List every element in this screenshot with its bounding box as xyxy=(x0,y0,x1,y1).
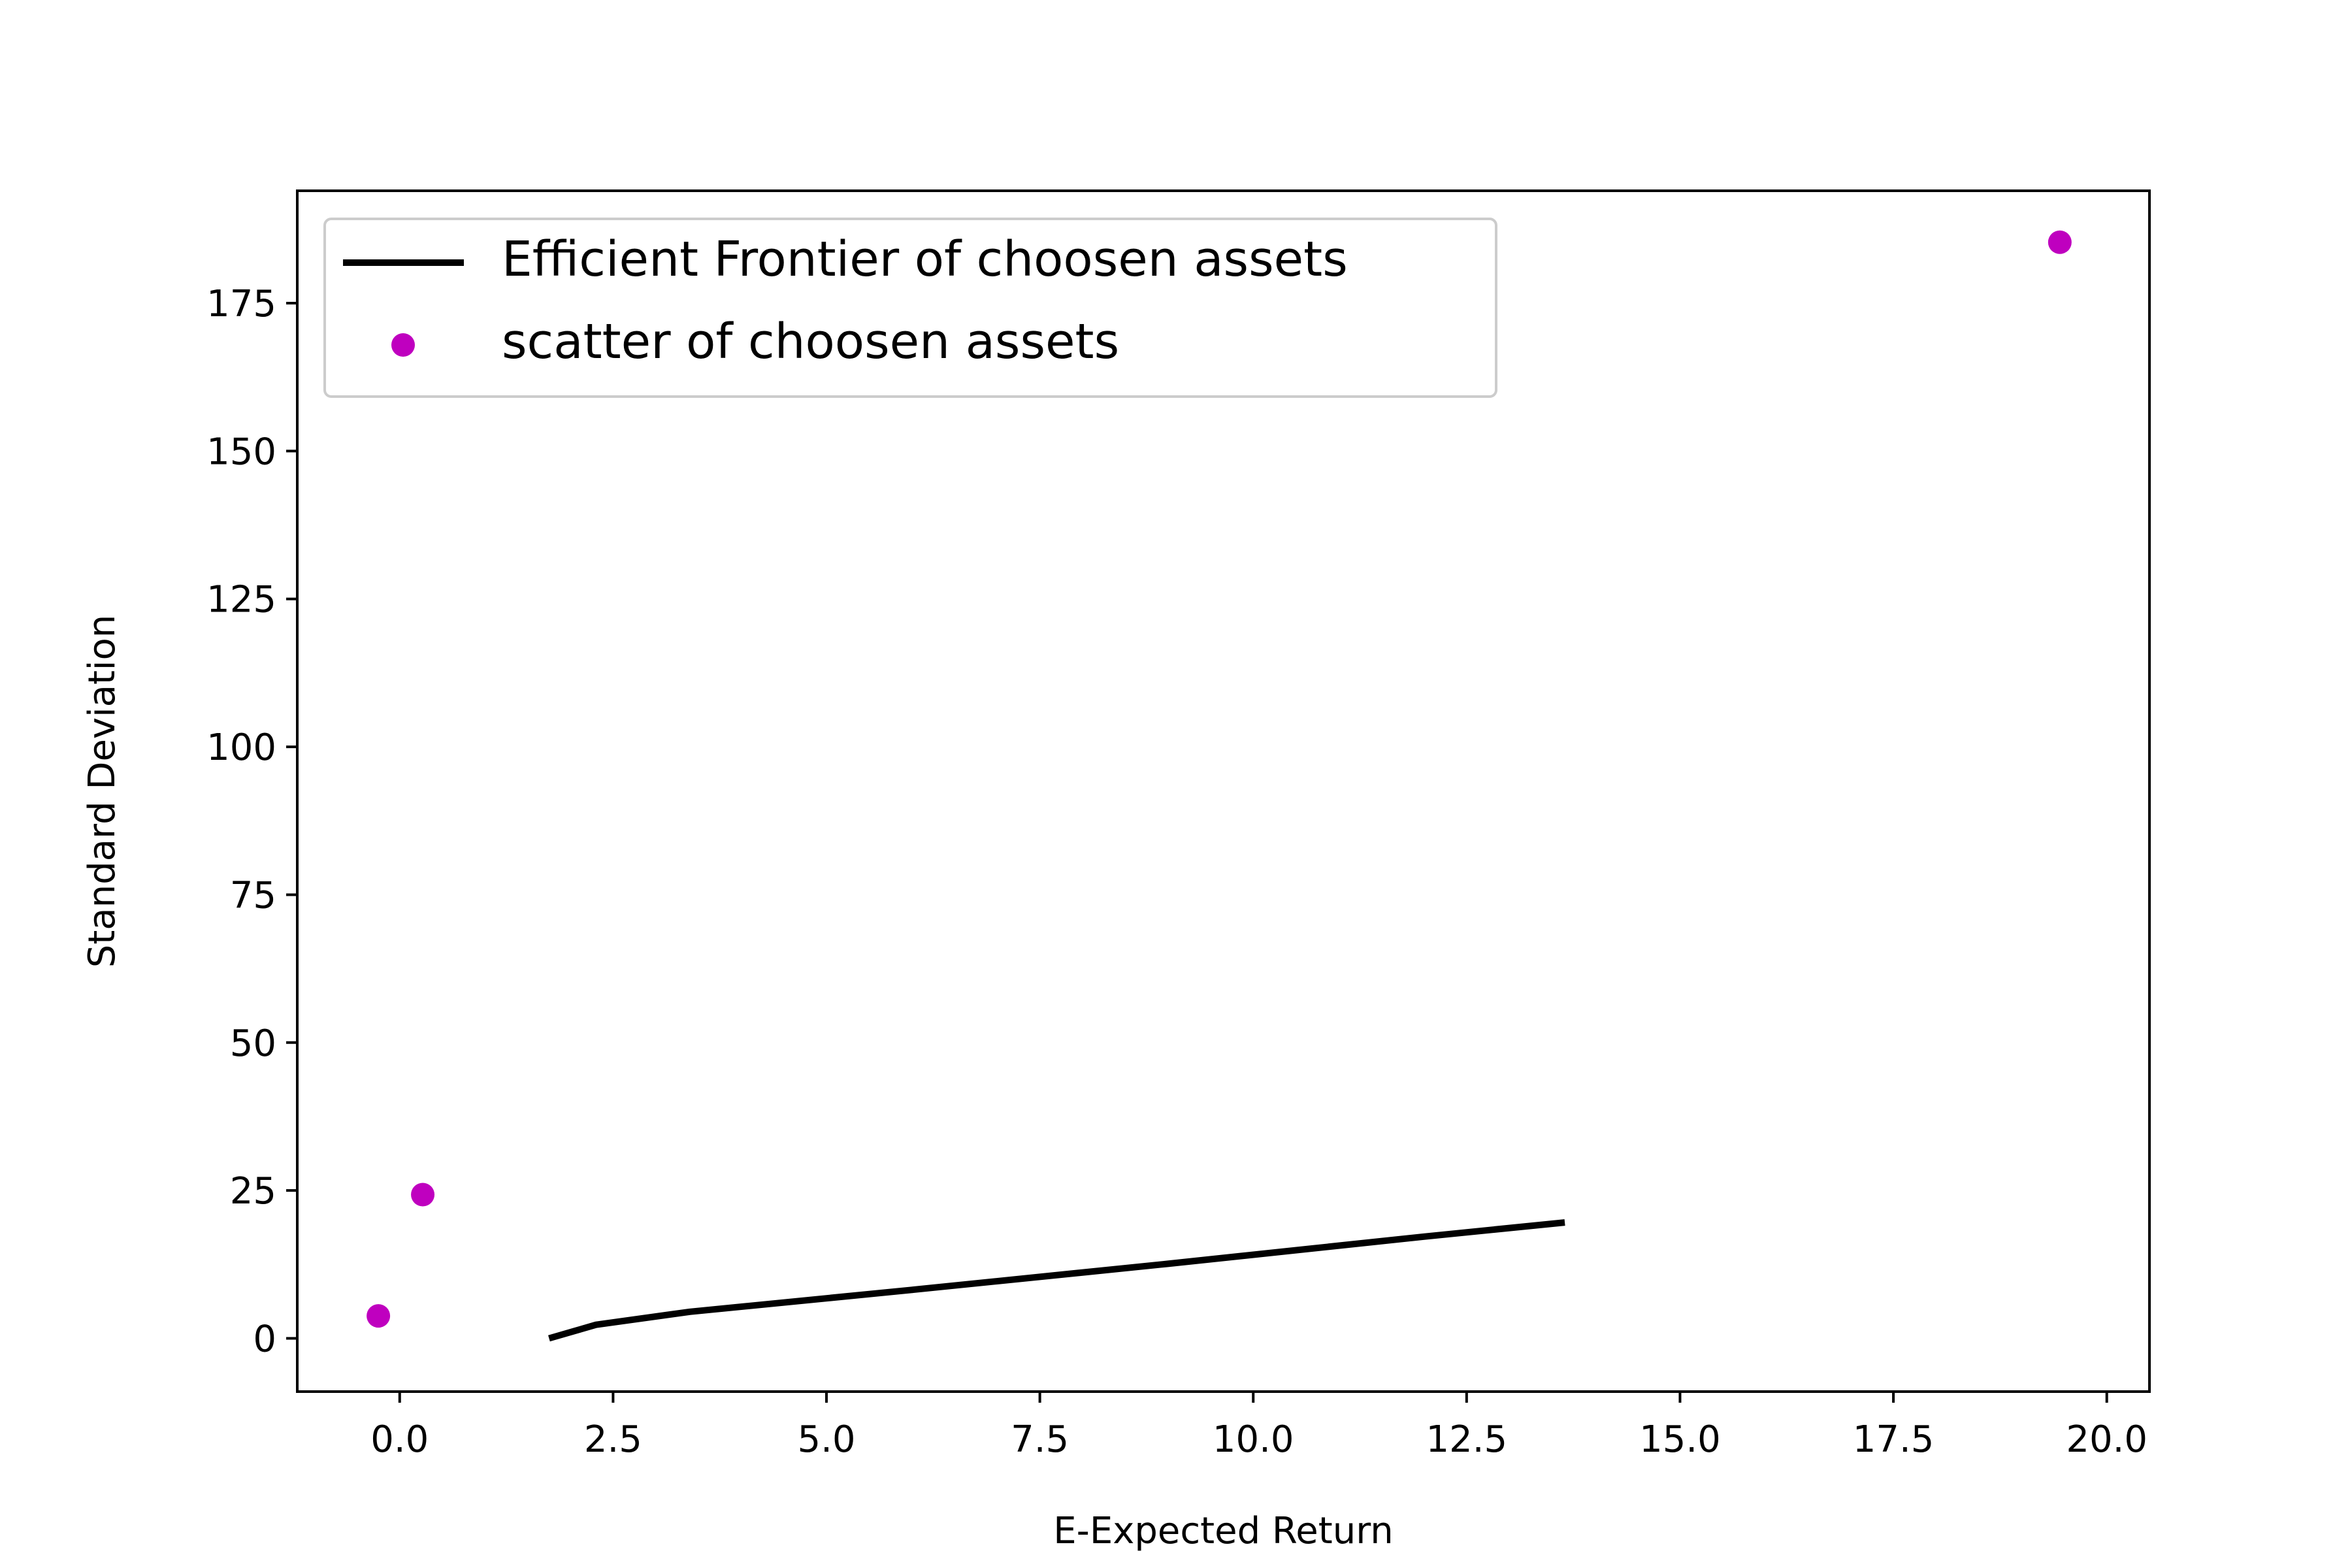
scatter-point xyxy=(411,1183,435,1207)
frontier-line xyxy=(548,1219,1565,1342)
y-tick-label: 50 xyxy=(230,1022,276,1065)
x-tick-label: 15.0 xyxy=(1639,1418,1721,1461)
plot-frame xyxy=(296,189,2151,1393)
legend-box xyxy=(323,218,1497,398)
scatter-point xyxy=(2048,230,2072,254)
plot-area xyxy=(367,230,2072,1342)
y-tick-label: 0 xyxy=(253,1318,276,1361)
x-tick-label: 0.0 xyxy=(370,1418,429,1461)
y-tick-label: 150 xyxy=(206,431,276,473)
y-tick-label: 100 xyxy=(206,727,276,769)
y-tick-label: 125 xyxy=(206,579,276,621)
axes: 0.0 2.5 5.0 7.5 10.0 12.5 15.0 17.5 20.0 0 25 50 75 1… xyxy=(206,189,2151,1461)
scatter-point xyxy=(367,1304,391,1328)
x-tick-label: 20.0 xyxy=(2066,1418,2148,1461)
x-tick-label: 5.0 xyxy=(797,1418,855,1461)
legend-label: Efficient Frontier of choosen assets xyxy=(502,231,1348,287)
x-axis-label: E-Expected Return xyxy=(1053,1510,1394,1552)
x-tick-label: 2.5 xyxy=(584,1418,642,1461)
legend-marker-swatch xyxy=(391,333,415,357)
x-tick-label: 17.5 xyxy=(1853,1418,1935,1461)
x-tick-label: 12.5 xyxy=(1426,1418,1507,1461)
y-axis-label: Standard Deviation xyxy=(81,615,123,968)
y-tick-label: 75 xyxy=(230,874,276,917)
y-tick-label: 25 xyxy=(230,1170,276,1213)
legend: Efficient Frontier of choosen assets scat… xyxy=(323,218,1497,398)
y-tick-label: 175 xyxy=(206,283,276,325)
legend-label: scatter of choosen assets xyxy=(502,314,1119,370)
x-tick-label: 7.5 xyxy=(1011,1418,1069,1461)
x-tick-label: 10.0 xyxy=(1213,1418,1294,1461)
